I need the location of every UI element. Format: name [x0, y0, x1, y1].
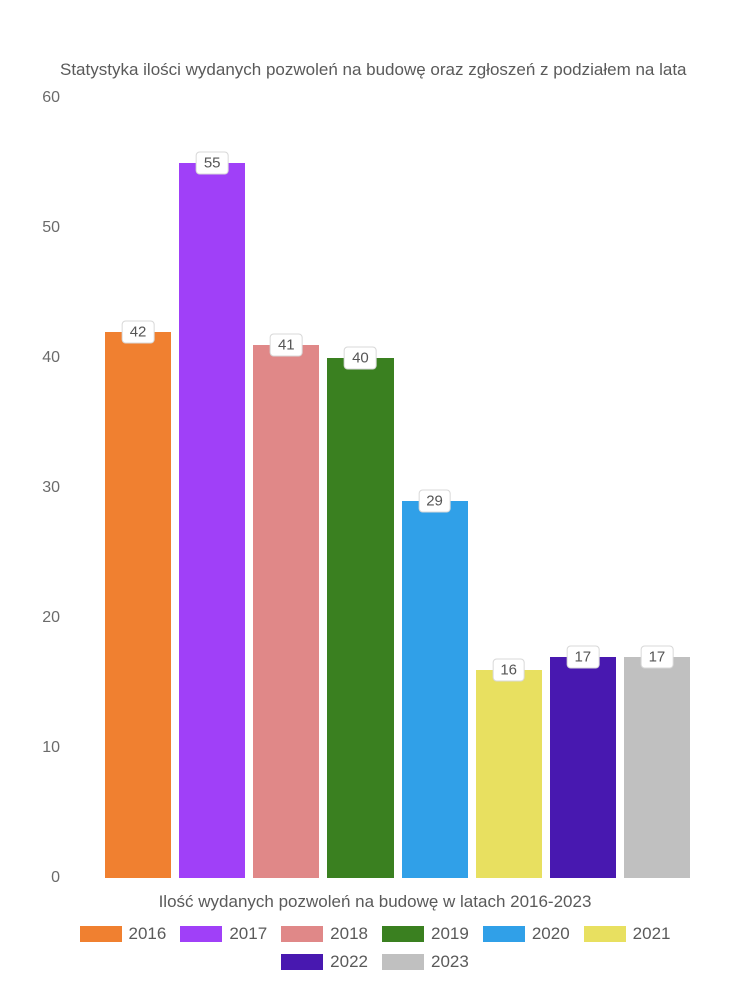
legend-item-2022: 2022 — [281, 952, 368, 972]
legend-item-2018: 2018 — [281, 924, 368, 944]
legend-label: 2016 — [129, 924, 167, 944]
bar-value-label: 41 — [270, 334, 303, 357]
legend: 2016 2017 2018 2019 2020 2021 2022 2023 — [30, 924, 720, 972]
legend-label: 2017 — [229, 924, 267, 944]
legend-swatch — [281, 954, 323, 970]
bar-value-label: 29 — [418, 490, 451, 513]
bar-value-label: 40 — [344, 347, 377, 370]
y-tick: 0 — [51, 869, 60, 887]
legend-item-2017: 2017 — [180, 924, 267, 944]
legend-item-2020: 2020 — [483, 924, 570, 944]
legend-swatch — [584, 926, 626, 942]
y-tick: 50 — [42, 219, 60, 237]
bar-2023: 17 — [624, 657, 690, 878]
bar-2017: 55 — [179, 163, 245, 878]
bar-value-label: 16 — [492, 659, 525, 682]
legend-item-2016: 2016 — [80, 924, 167, 944]
bar-2021: 16 — [476, 670, 542, 878]
legend-label: 2022 — [330, 952, 368, 972]
legend-item-2019: 2019 — [382, 924, 469, 944]
y-tick: 40 — [42, 349, 60, 367]
y-tick: 10 — [42, 739, 60, 757]
bars-wrap: 4255414029161717 — [85, 98, 710, 878]
y-tick: 60 — [42, 89, 60, 107]
legend-item-2021: 2021 — [584, 924, 671, 944]
bar-2016: 42 — [105, 332, 171, 878]
y-tick: 20 — [42, 609, 60, 627]
bar-2022: 17 — [550, 657, 616, 878]
legend-swatch — [281, 926, 323, 942]
legend-swatch — [80, 926, 122, 942]
legend-label: 2023 — [431, 952, 469, 972]
bar-2018: 41 — [253, 345, 319, 878]
plot-area: 0102030405060 4255414029161717 — [85, 98, 710, 878]
bar-2020: 29 — [402, 501, 468, 878]
legend-label: 2021 — [633, 924, 671, 944]
legend-label: 2020 — [532, 924, 570, 944]
chart-container: Statystyka ilości wydanych pozwoleń na b… — [0, 0, 750, 1000]
legend-label: 2018 — [330, 924, 368, 944]
y-tick: 30 — [42, 479, 60, 497]
legend-swatch — [483, 926, 525, 942]
y-axis: 0102030405060 — [30, 98, 85, 878]
legend-swatch — [180, 926, 222, 942]
bar-value-label: 17 — [566, 646, 599, 669]
bar-2019: 40 — [327, 358, 393, 878]
x-axis-label: Ilość wydanych pozwoleń na budowę w lata… — [30, 892, 720, 912]
chart-title: Statystyka ilości wydanych pozwoleń na b… — [60, 60, 720, 80]
legend-swatch — [382, 954, 424, 970]
legend-item-2023: 2023 — [382, 952, 469, 972]
bar-value-label: 42 — [122, 321, 155, 344]
bar-value-label: 17 — [641, 646, 674, 669]
legend-swatch — [382, 926, 424, 942]
legend-label: 2019 — [431, 924, 469, 944]
bar-value-label: 55 — [196, 152, 229, 175]
